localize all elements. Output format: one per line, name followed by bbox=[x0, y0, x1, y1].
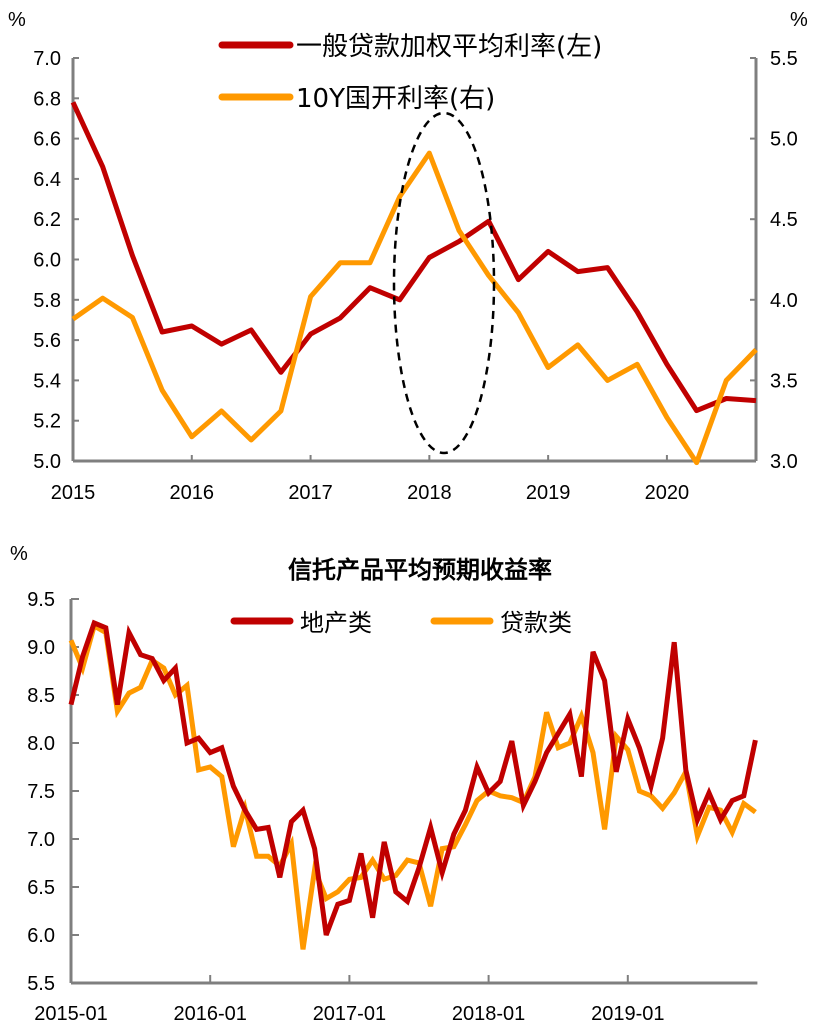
left-unit-label: % bbox=[8, 9, 26, 31]
left-tick-label: 6.8 bbox=[33, 88, 61, 110]
legend-label-loan-rate: 一般贷款加权平均利率(左) bbox=[296, 32, 602, 62]
x-tick-label: 2020 bbox=[645, 482, 690, 504]
y-tick-label: 6.5 bbox=[27, 877, 55, 899]
right-tick-label: 5.0 bbox=[770, 129, 798, 151]
y-tick-label: 6.0 bbox=[27, 925, 55, 947]
chart-title: 信托产品平均预期收益率 bbox=[288, 555, 552, 584]
left-tick-label: 6.2 bbox=[33, 209, 61, 231]
x-tick-label: 2018 bbox=[407, 482, 452, 504]
left-tick-label: 7.0 bbox=[33, 48, 61, 70]
legend-label-real-estate: 地产类 bbox=[300, 609, 372, 637]
series-line-0 bbox=[68, 619, 758, 936]
x-tick-label: 2017-01 bbox=[313, 1003, 386, 1025]
y-tick-label: 8.0 bbox=[27, 733, 55, 755]
dashed-ellipse-annotation bbox=[392, 111, 496, 455]
y-tick-label: 5.5 bbox=[27, 973, 55, 995]
left-tick-label: 5.4 bbox=[33, 370, 61, 392]
right-tick-label: 4.5 bbox=[770, 209, 798, 231]
y-tick-label: 7.0 bbox=[27, 829, 55, 851]
left-tick-label: 5.8 bbox=[33, 290, 61, 312]
x-tick-label: 2017 bbox=[288, 482, 333, 504]
y-unit-label: % bbox=[10, 543, 28, 565]
x-tick-label: 2016 bbox=[170, 482, 215, 504]
left-tick-label: 5.2 bbox=[33, 411, 61, 433]
y-tick-label: 9.5 bbox=[27, 589, 55, 611]
x-tick-label: 2019 bbox=[526, 482, 571, 504]
y-tick-label: 8.5 bbox=[27, 685, 55, 707]
right-unit-label: % bbox=[790, 9, 808, 31]
left-tick-label: 6.6 bbox=[33, 129, 61, 151]
series-line-1 bbox=[71, 150, 758, 466]
x-tick-label: 2019-01 bbox=[591, 1003, 664, 1025]
left-tick-label: 5.0 bbox=[33, 451, 61, 473]
right-tick-label: 4.0 bbox=[770, 290, 798, 312]
chart-loan-rate: % % 5.0 5.2 5.4 5.6 5.8 6.0 6.2 6.4 6.6 6.8 7.0 3.0… bbox=[8, 9, 808, 504]
legend: 地产类 贷款类 bbox=[230, 609, 572, 637]
legend: 一般贷款加权平均利率(左) 10Y国开利率(右) bbox=[218, 32, 602, 114]
left-tick-label: 5.6 bbox=[33, 330, 61, 352]
y-tick-label: 9.0 bbox=[27, 637, 55, 659]
chart-trust-yield: % 信托产品平均预期收益率 5.5 6.0 6.5 7.0 7.5 8.0 8.5 9.0 9.… bbox=[10, 543, 758, 1025]
series-line-0 bbox=[70, 101, 757, 414]
right-tick-label: 3.5 bbox=[770, 370, 798, 392]
series-line-1 bbox=[68, 622, 757, 950]
left-tick-label: 6.0 bbox=[33, 250, 61, 272]
x-tick-label: 2015-01 bbox=[34, 1003, 107, 1025]
x-tick-label: 2016-01 bbox=[173, 1003, 246, 1025]
x-tick-label: 2018-01 bbox=[452, 1003, 525, 1025]
legend-label-cdb-10y: 10Y国开利率(右) bbox=[296, 84, 495, 114]
y-tick-label: 7.5 bbox=[27, 781, 55, 803]
left-tick-label: 6.4 bbox=[33, 169, 61, 191]
x-tick-label: 2015 bbox=[51, 482, 96, 504]
right-tick-label: 5.5 bbox=[770, 48, 798, 70]
right-tick-label: 3.0 bbox=[770, 451, 798, 473]
legend-label-loan: 贷款类 bbox=[500, 609, 572, 637]
